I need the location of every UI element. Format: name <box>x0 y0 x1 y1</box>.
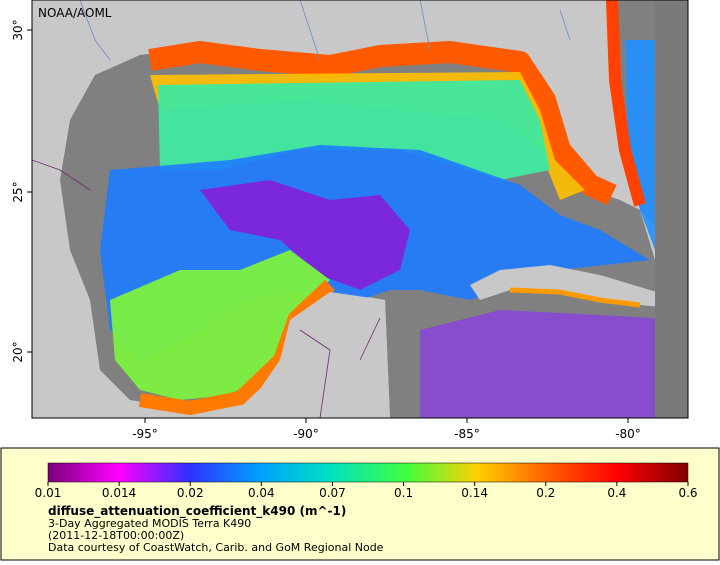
colorbar-tick-label: 0.04 <box>248 486 275 500</box>
yucatan <box>240 292 390 418</box>
lon-tick-label: -85° <box>454 427 480 441</box>
atlantic-field <box>625 40 655 250</box>
purple-field <box>200 180 410 290</box>
lat-tick-label: 20° <box>11 341 25 362</box>
lon-tick-label: -80° <box>615 427 641 441</box>
borders <box>32 159 381 418</box>
lat-tick-label: 30° <box>11 19 25 40</box>
variable-name: diffuse_attenuation_coefficient_k490 (m^… <box>48 504 346 519</box>
coastal-band <box>148 41 617 206</box>
colorbar <box>47 462 689 483</box>
lon-tick-label: -90° <box>293 427 319 441</box>
legend-line: 3-Day Aggregated MODIS Terra K490 <box>48 517 251 530</box>
map-area <box>32 0 688 418</box>
credit: NOAA/AOML <box>38 6 112 20</box>
map-frame <box>31 0 689 419</box>
open-gulf-field <box>158 80 550 180</box>
colorbar-tick-label: 0.14 <box>461 486 488 500</box>
lon-tick-label: -95° <box>132 427 158 441</box>
legend-line: (2011-12-18T00:00:00Z) <box>48 529 184 542</box>
colorbar-tick-label: 0.1 <box>394 486 413 500</box>
no-data-strip <box>655 0 688 418</box>
legend-line: Data courtesy of CoastWatch, Carib. and … <box>48 541 384 554</box>
colorbar-tick-label: 0.01 <box>35 486 62 500</box>
colorbar-tick-label: 0.02 <box>177 486 204 500</box>
colorbar-tick-label: 0.07 <box>319 486 346 500</box>
colorbar-tick-label: 0.014 <box>102 486 136 500</box>
rivers <box>79 0 571 61</box>
colorbar-tick-label: 0.2 <box>536 486 555 500</box>
lat-tick-label: 25° <box>11 181 25 202</box>
cuba <box>470 265 688 310</box>
cuba-coast <box>509 287 641 308</box>
colorbar-tick-label: 0.6 <box>678 486 697 500</box>
campeche-field <box>110 250 330 400</box>
atlantic-coast <box>606 0 646 207</box>
colorbar-tick-label: 0.4 <box>607 486 626 500</box>
caribbean-field <box>420 310 688 418</box>
